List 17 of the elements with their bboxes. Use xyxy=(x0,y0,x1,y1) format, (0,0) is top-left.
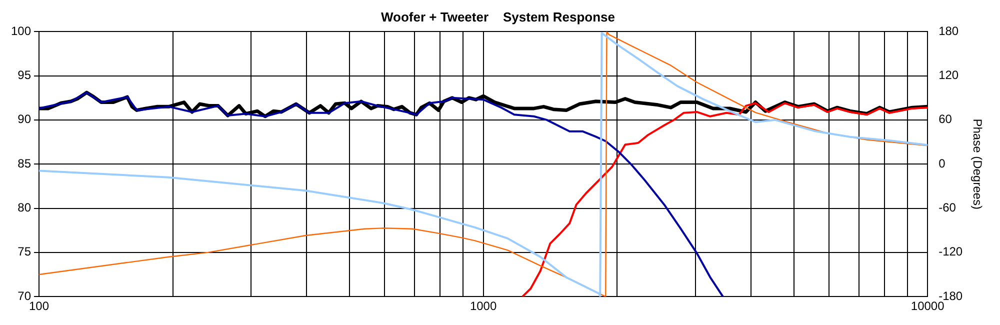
y-tick-label: 90 xyxy=(18,112,32,126)
y2-tick-label: 0 xyxy=(938,156,946,170)
y-tick-label: 95 xyxy=(18,68,32,82)
x-tick-label: 100 xyxy=(29,299,50,314)
y2-tick-label: -60 xyxy=(938,200,956,215)
y2-tick-label: 120 xyxy=(938,68,959,82)
y-tick-label: 80 xyxy=(18,200,32,215)
y2-tick-label: 180 xyxy=(938,24,959,38)
chart-title: Woofer + Tweeter System Response xyxy=(381,9,615,24)
y-tick-label: 85 xyxy=(18,156,32,170)
y2-tick-label: -120 xyxy=(938,244,963,259)
y-tick-label: 70 xyxy=(18,288,32,303)
y2-axis-title: Phase (Degrees) xyxy=(970,118,984,210)
y-tick-label: 100 xyxy=(10,24,32,38)
y-tick-label: 75 xyxy=(18,244,32,259)
x-tick-label: 1000 xyxy=(470,299,497,314)
y2-tick-label: 60 xyxy=(938,112,952,126)
